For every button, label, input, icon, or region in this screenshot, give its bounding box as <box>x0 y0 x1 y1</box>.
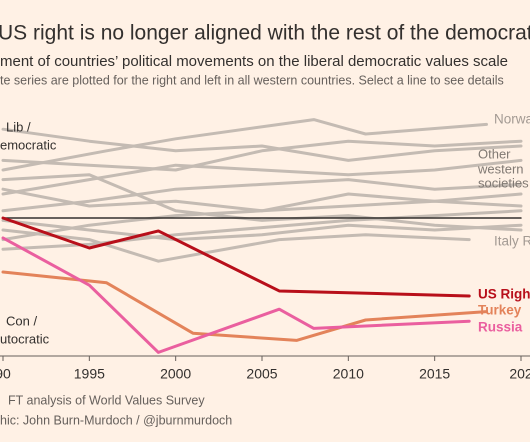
series-line <box>1 209 523 251</box>
axis-note: Lib / <box>6 119 31 134</box>
plot <box>0 118 530 361</box>
series-line <box>1 228 471 263</box>
annotation: Other <box>478 146 511 161</box>
source: FT analysis of World Values Survey <box>8 393 205 407</box>
series-line <box>1 192 523 242</box>
axis-note: Con / <box>6 313 37 328</box>
series-line <box>1 139 523 172</box>
series-line <box>1 218 523 242</box>
series-line <box>1 236 471 354</box>
axis-note: utocratic <box>0 331 50 346</box>
chart-subtitle: ment of countries’ political movements o… <box>0 53 508 70</box>
series-label: US Right <box>478 287 530 302</box>
series-label: Italy R <box>494 234 530 249</box>
series-line <box>1 216 471 298</box>
x-tick-label: 1995 <box>74 366 105 382</box>
chart-note: te series are plotted for the right and … <box>0 73 504 87</box>
annotation: societies <box>478 175 529 190</box>
annotation: western <box>477 161 524 176</box>
series-line <box>1 270 488 342</box>
x-tick-label: 2010 <box>333 366 364 382</box>
x-tick-label: 2000 <box>160 366 191 382</box>
series-line <box>1 127 523 162</box>
series-line <box>1 173 523 232</box>
x-tick-label: 90 <box>0 366 11 382</box>
x-tick-label: 202 <box>509 366 530 382</box>
series-label: Turkey <box>478 303 522 318</box>
chart-title: US right is no longer aligned with the r… <box>0 22 530 45</box>
series-line <box>1 178 523 213</box>
credit: hic: John Burn-Murdoch / @jburnmurdoch <box>0 413 232 427</box>
x-tick-label: 2005 <box>246 366 277 382</box>
axis-note: emocratic <box>0 137 57 152</box>
series-line <box>1 118 488 172</box>
series-label: Norwa <box>494 112 530 127</box>
series-line <box>1 158 523 196</box>
x-tick-label: 2015 <box>419 366 450 382</box>
series-label: Russia <box>478 320 523 335</box>
